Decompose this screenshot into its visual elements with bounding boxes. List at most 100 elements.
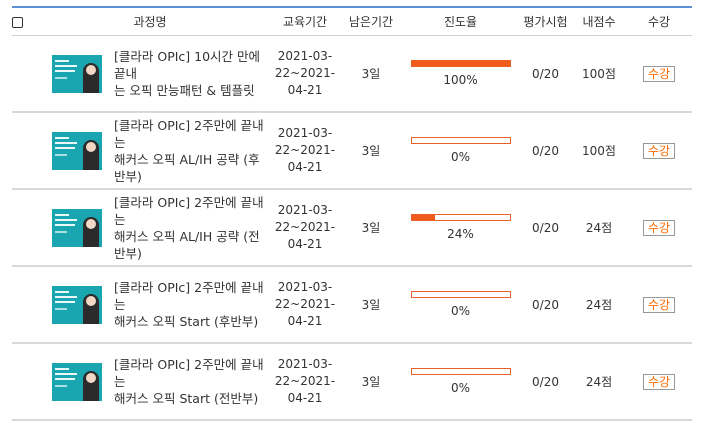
- course-thumbnail[interactable]: [52, 362, 102, 401]
- course-thumbnail[interactable]: [52, 208, 102, 247]
- attend-button[interactable]: 수강: [642, 296, 676, 313]
- course-table-container: 과정명 교육기간 남은기간 진도율 평가시험 내점수 수강: [12, 6, 692, 421]
- progress-cell: 0%: [402, 266, 519, 344]
- my-score: 24점: [572, 343, 626, 421]
- progress-bar: [410, 368, 511, 375]
- my-score: 100점: [572, 112, 626, 190]
- course-cell: [클라라 OPIc] 2주만에 끝내는 해커스 오픽 Start (전반부): [30, 343, 270, 421]
- course-period: 2021-03- 22~2021- 04-21: [270, 189, 340, 267]
- course-title-line1: [클라라 OPIc] 2주만에 끝내는: [114, 194, 264, 227]
- period-line3: 04-21: [287, 237, 323, 251]
- my-score: 24점: [572, 266, 626, 344]
- period-line2: 22~2021-: [274, 143, 336, 157]
- attend-cell: 수강: [626, 112, 692, 190]
- remaining-days: 3일: [340, 266, 402, 344]
- exam-count: 0/20: [519, 343, 572, 421]
- attend-button[interactable]: 수강: [642, 142, 676, 159]
- course-row: [클라라 OPIc] 2주만에 끝내는 해커스 오픽 AL/IH 공략 (후반부…: [12, 112, 692, 190]
- progress-bar: [410, 214, 511, 221]
- progress-cell: 0%: [402, 112, 519, 190]
- course-cell: [클라라 OPIc] 2주만에 끝내는 해커스 오픽 AL/IH 공략 (전반부…: [30, 189, 270, 267]
- period-line2: 22~2021-: [274, 297, 336, 311]
- course-thumbnail[interactable]: [52, 54, 102, 93]
- row-spacer: [12, 112, 30, 190]
- course-period: 2021-03- 22~2021- 04-21: [270, 343, 340, 421]
- exam-count: 0/20: [519, 35, 572, 113]
- progress-percent: 0%: [450, 381, 471, 395]
- header-select-all[interactable]: [12, 8, 30, 36]
- table-top-border: [12, 6, 692, 8]
- course-row: [클라라 OPIc] 2주만에 끝내는 해커스 오픽 Start (전반부) 2…: [12, 343, 692, 421]
- course-row: [클라라 OPIc] 2주만에 끝내는 해커스 오픽 Start (후반부) 2…: [12, 266, 692, 344]
- course-period: 2021-03- 22~2021- 04-21: [270, 35, 340, 113]
- header-remaining: 남은기간: [340, 8, 402, 36]
- period-line3: 04-21: [287, 83, 323, 97]
- my-score: 24점: [572, 189, 626, 267]
- course-title-line1: [클라라 OPIc] 2주만에 끝내는: [114, 357, 264, 389]
- remaining-days: 3일: [340, 343, 402, 421]
- select-all-checkbox[interactable]: [12, 16, 23, 28]
- progress-percent: 0%: [450, 150, 471, 164]
- row-spacer: [12, 266, 30, 344]
- progress-cell: 24%: [402, 189, 519, 267]
- course-cell: [클라라 OPIc] 10시간 만에 끝내 는 오픽 만능패턴 & 템플릿: [30, 35, 270, 113]
- header-progress: 진도율: [402, 8, 519, 36]
- course-title-link[interactable]: [클라라 OPIc] 2주만에 끝내는 해커스 오픽 Start (전반부): [114, 356, 270, 407]
- course-title-line1: [클라라 OPIc] 2주만에 끝내는: [114, 280, 264, 312]
- course-table: 과정명 교육기간 남은기간 진도율 평가시험 내점수 수강: [12, 8, 692, 421]
- period-line3: 04-21: [287, 391, 323, 405]
- course-title-link[interactable]: [클라라 OPIc] 2주만에 끝내는 해커스 오픽 Start (후반부): [114, 279, 270, 330]
- attend-cell: 수강: [626, 35, 692, 113]
- progress-percent: 100%: [443, 73, 478, 87]
- remaining-days: 3일: [340, 112, 402, 190]
- period-line1: 2021-03-: [277, 280, 333, 294]
- course-thumbnail[interactable]: [52, 131, 102, 170]
- period-line2: 22~2021-: [274, 374, 336, 388]
- period-line3: 04-21: [287, 160, 323, 174]
- course-row: [클라라 OPIc] 2주만에 끝내는 해커스 오픽 AL/IH 공략 (전반부…: [12, 189, 692, 267]
- progress-bar-fill: [411, 61, 510, 66]
- course-title-line2: 해커스 오픽 Start (후반부): [114, 314, 259, 329]
- course-title-line2: 해커스 오픽 AL/IH 공략 (전반부): [114, 228, 260, 261]
- row-spacer: [12, 35, 30, 113]
- exam-count: 0/20: [519, 112, 572, 190]
- period-line1: 2021-03-: [277, 203, 333, 217]
- period-line1: 2021-03-: [277, 49, 333, 63]
- attend-button[interactable]: 수강: [642, 219, 676, 236]
- table-header-row: 과정명 교육기간 남은기간 진도율 평가시험 내점수 수강: [12, 8, 692, 36]
- course-title-line1: [클라라 OPIc] 10시간 만에 끝내: [114, 49, 261, 81]
- course-title-link[interactable]: [클라라 OPIc] 2주만에 끝내는 해커스 오픽 AL/IH 공략 (후반부…: [114, 117, 270, 185]
- my-score: 100점: [572, 35, 626, 113]
- row-spacer: [12, 189, 30, 267]
- attend-button[interactable]: 수강: [642, 65, 676, 82]
- progress-bar: [410, 291, 511, 298]
- course-title-link[interactable]: [클라라 OPIc] 10시간 만에 끝내 는 오픽 만능패턴 & 템플릿: [114, 48, 270, 99]
- period-line1: 2021-03-: [277, 357, 333, 371]
- remaining-days: 3일: [340, 189, 402, 267]
- period-line1: 2021-03-: [277, 126, 333, 140]
- progress-percent: 0%: [450, 304, 471, 318]
- exam-count: 0/20: [519, 189, 572, 267]
- row-spacer: [12, 343, 30, 421]
- progress-bar-fill: [411, 215, 436, 220]
- course-thumbnail[interactable]: [52, 285, 102, 324]
- period-line2: 22~2021-: [274, 66, 336, 80]
- progress-bar: [410, 60, 511, 67]
- attend-cell: 수강: [626, 266, 692, 344]
- course-title-link[interactable]: [클라라 OPIc] 2주만에 끝내는 해커스 오픽 AL/IH 공략 (전반부…: [114, 194, 270, 262]
- course-title-line2: 는 오픽 만능패턴 & 템플릿: [114, 83, 255, 98]
- progress-bar: [410, 137, 511, 144]
- period-line2: 22~2021-: [274, 220, 336, 234]
- attend-button[interactable]: 수강: [642, 373, 676, 390]
- course-title-line2: 해커스 오픽 Start (전반부): [114, 391, 259, 406]
- course-cell: [클라라 OPIc] 2주만에 끝내는 해커스 오픽 Start (후반부): [30, 266, 270, 344]
- course-cell: [클라라 OPIc] 2주만에 끝내는 해커스 오픽 AL/IH 공략 (후반부…: [30, 112, 270, 190]
- attend-cell: 수강: [626, 343, 692, 421]
- progress-percent: 24%: [447, 227, 474, 241]
- period-line3: 04-21: [287, 314, 323, 328]
- header-period: 교육기간: [270, 8, 340, 36]
- course-row: [클라라 OPIc] 10시간 만에 끝내 는 오픽 만능패턴 & 템플릿 20…: [12, 35, 692, 113]
- course-period: 2021-03- 22~2021- 04-21: [270, 112, 340, 190]
- course-title-line2: 해커스 오픽 AL/IH 공략 (후반부): [114, 151, 260, 184]
- remaining-days: 3일: [340, 35, 402, 113]
